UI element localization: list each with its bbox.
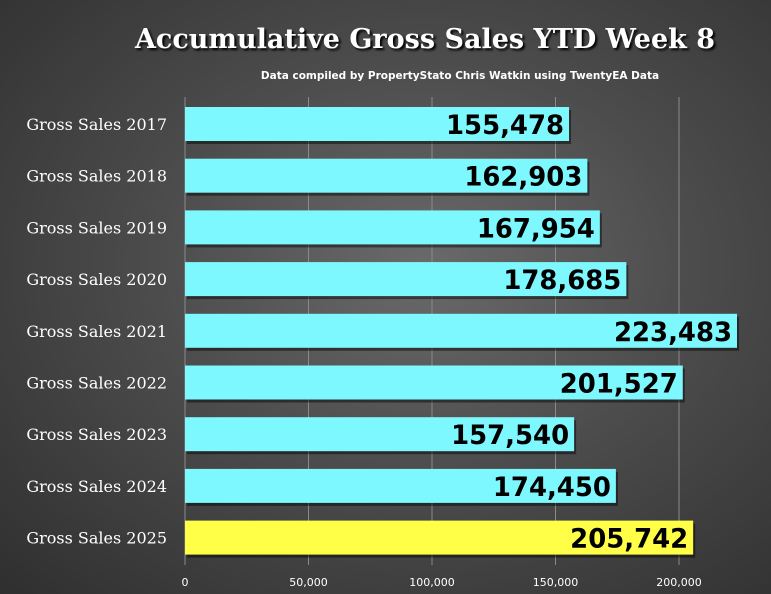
bar (185, 417, 575, 452)
category-label: Gross Sales 2021 (26, 322, 167, 341)
value-label: 201,527 (560, 369, 678, 400)
bar (185, 520, 694, 555)
bar (185, 365, 683, 400)
value-label: 223,483 (614, 317, 732, 348)
bar (185, 468, 616, 503)
x-tick-label: 100,000 (409, 576, 455, 589)
x-tick-label: 150,000 (533, 576, 579, 589)
value-label: 178,685 (503, 265, 621, 296)
value-label: 162,903 (464, 162, 582, 193)
value-label: 167,954 (477, 213, 595, 244)
bar (185, 107, 570, 141)
bar (185, 210, 600, 245)
category-label: Gross Sales 2019 (26, 218, 167, 237)
category-label: Gross Sales 2023 (26, 425, 167, 444)
category-labels: Gross Sales 2017 Gross Sales 2018 Gross Sa… (26, 115, 167, 548)
category-label: Gross Sales 2025 (26, 529, 167, 548)
category-label: Gross Sales 2024 (26, 477, 167, 496)
x-axis-ticks: 0 50,000 100,000 150,000 200,000 (182, 576, 702, 589)
x-tick-label: 200,000 (656, 576, 702, 589)
value-label: 205,742 (570, 524, 688, 555)
value-label: 155,478 (446, 110, 564, 141)
category-label: Gross Sales 2020 (26, 270, 167, 289)
bar (185, 313, 738, 348)
category-label: Gross Sales 2017 (26, 115, 167, 134)
bar (185, 158, 588, 193)
category-label: Gross Sales 2022 (26, 374, 167, 393)
chart-title: Accumulative Gross Sales YTD Week 8 (134, 24, 716, 55)
bar (185, 262, 627, 297)
bars (185, 107, 740, 558)
category-label: Gross Sales 2018 (26, 167, 167, 186)
x-tick-label: 0 (182, 576, 189, 589)
chart-subtitle: Data compiled by PropertyStato Chris Wat… (260, 70, 660, 82)
value-label: 174,450 (493, 472, 611, 503)
x-tick-label: 50,000 (289, 576, 328, 589)
value-labels: 155,478 162,903 167,954 178,685 223,483 201,5… (446, 110, 732, 555)
value-label: 157,540 (451, 420, 569, 451)
